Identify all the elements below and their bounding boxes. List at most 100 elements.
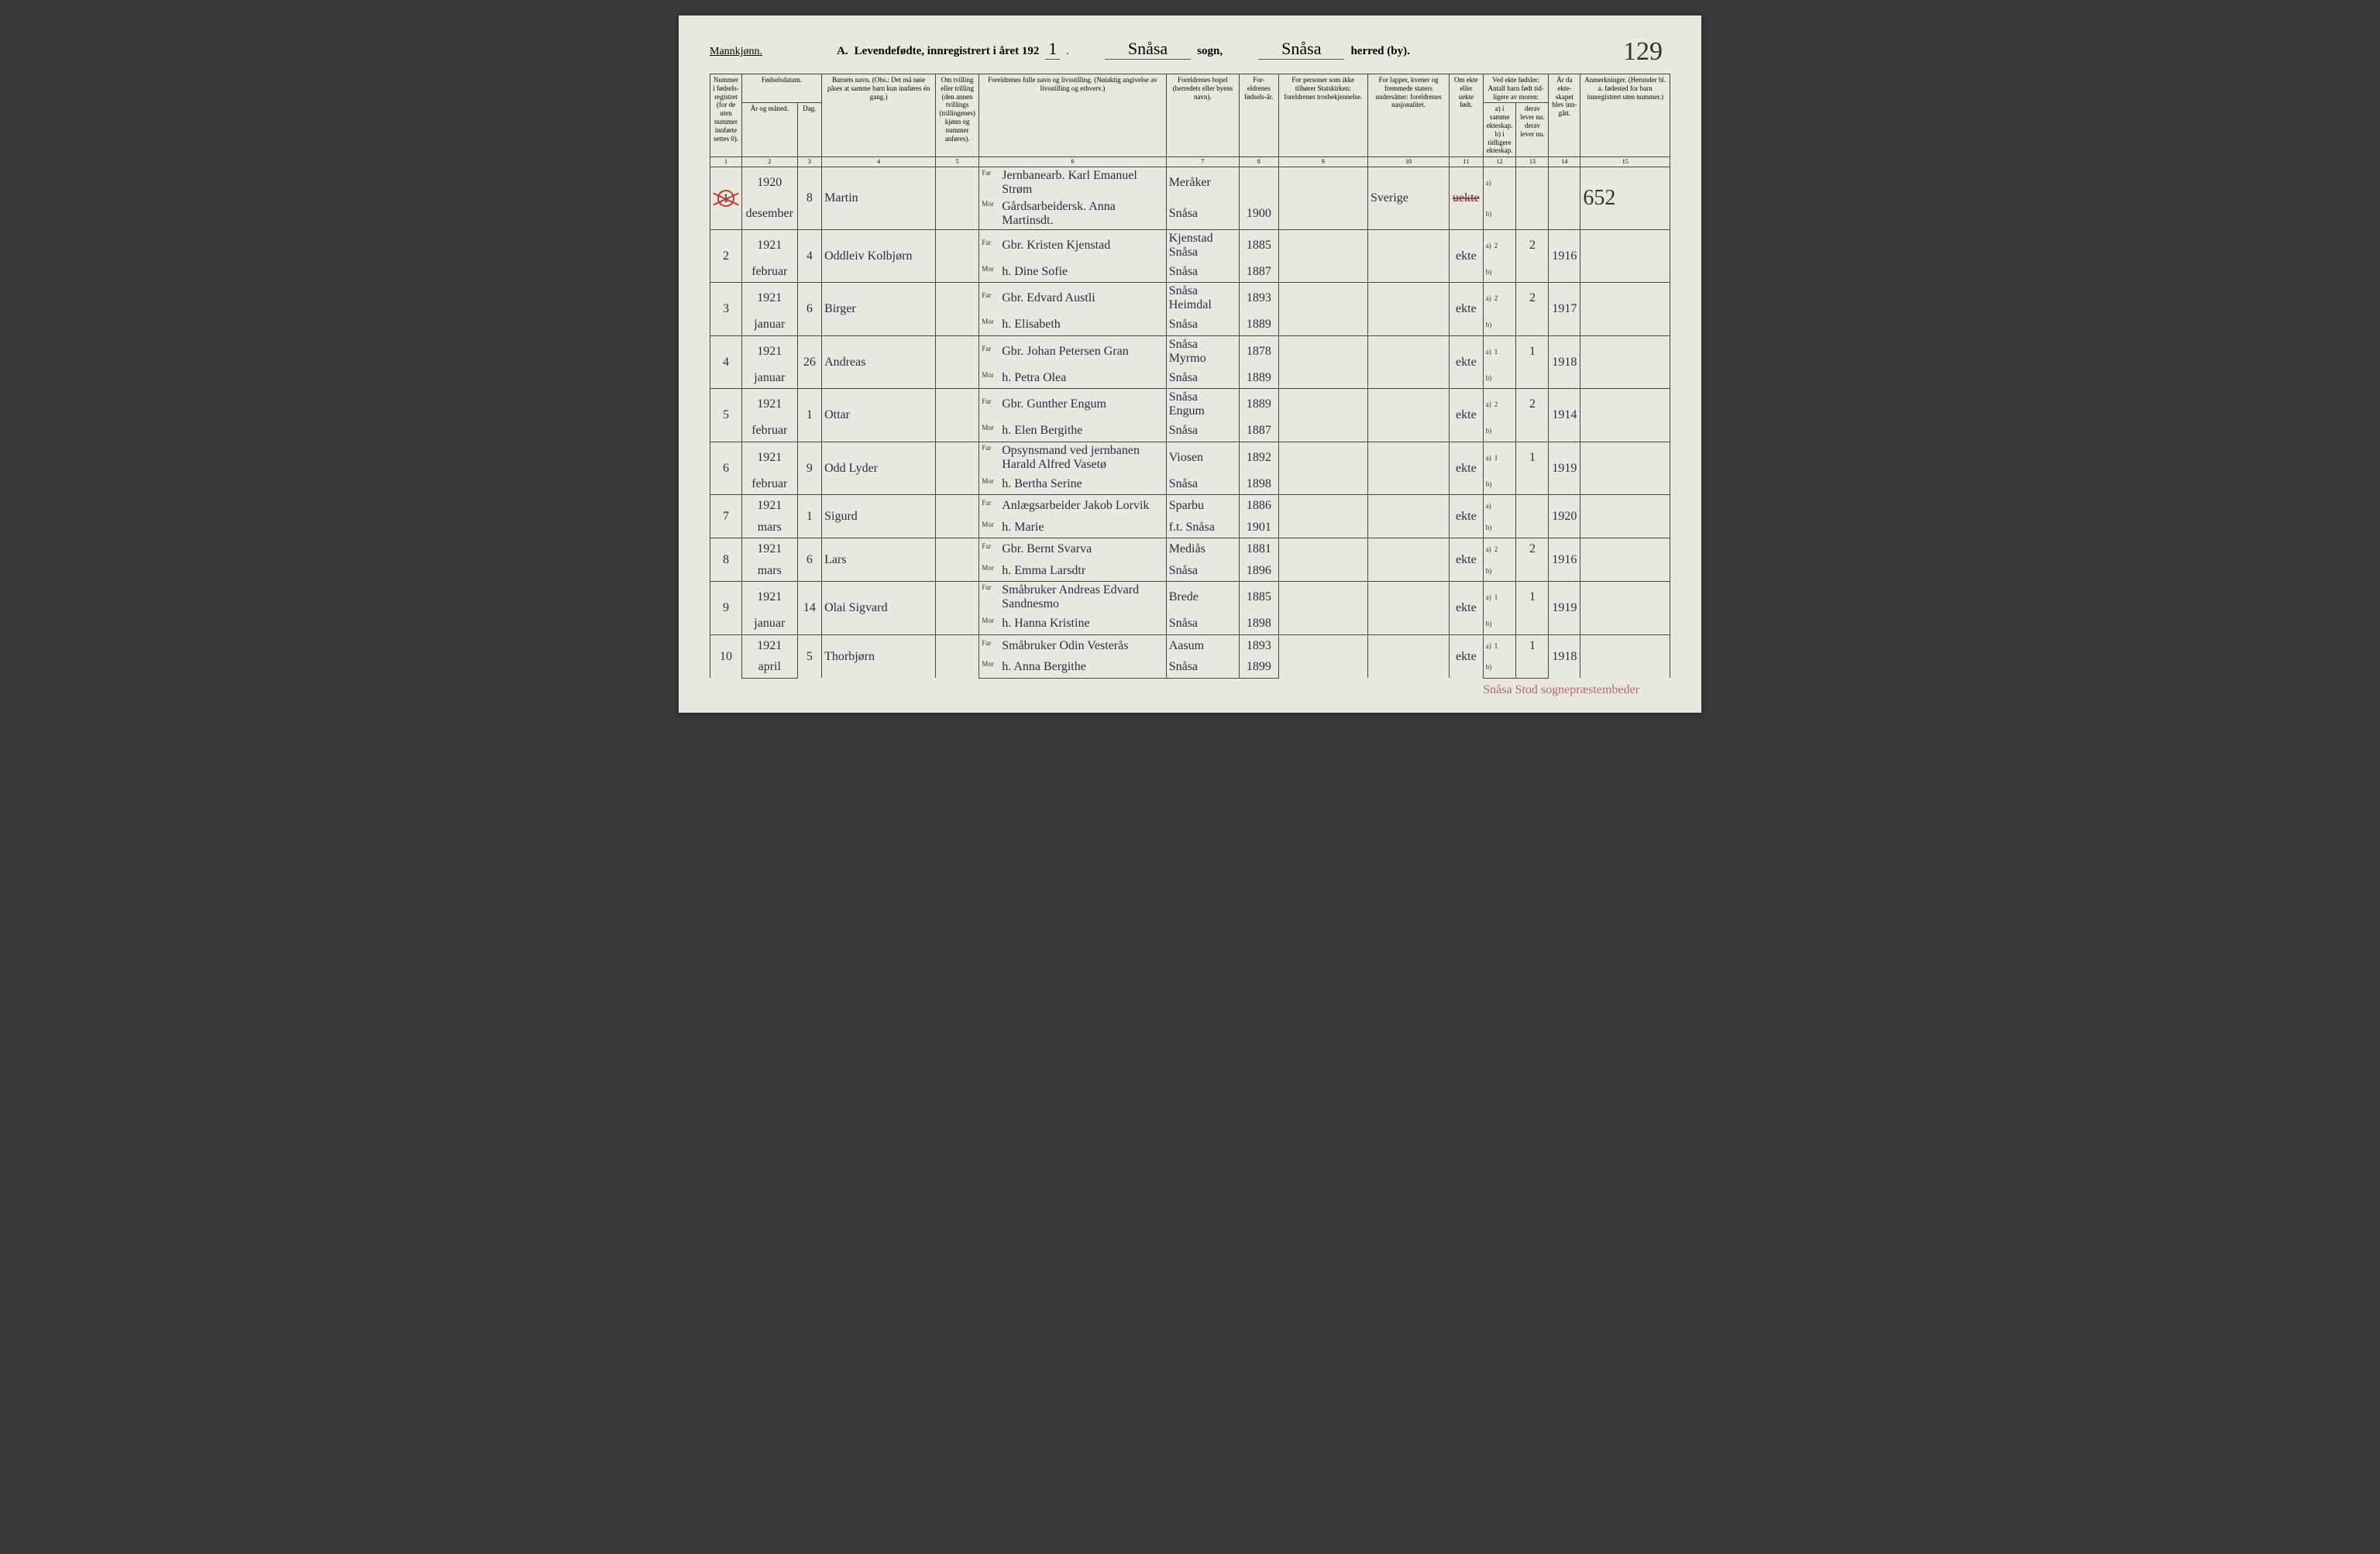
birth-year: 1921: [741, 283, 797, 315]
table-row: 8 1921 6 Lars FarGbr. Bernt Svarva Mediå…: [710, 538, 1670, 560]
mother-place: f.t. Snåsa: [1166, 517, 1239, 538]
twin-cell: [936, 442, 979, 495]
footer-signature: Snåsa Stod sognepræstembeder: [710, 683, 1670, 697]
c13b-cell: [1516, 560, 1549, 582]
c14-cell: 1917: [1549, 283, 1580, 336]
table-row: 6 1921 9 Odd Lyder FarOpsynsmand ved jer…: [710, 442, 1670, 473]
col-4-header: Barnets navn. (Obs.: Det må nøie påses a…: [822, 74, 936, 157]
mother-cell: Morh. Hanna Kristine: [979, 613, 1166, 634]
notes-cell: [1580, 335, 1670, 389]
father-year: 1892: [1240, 442, 1278, 473]
notes-cell: [1580, 442, 1670, 495]
row-number: 9: [710, 582, 742, 635]
c13-cell: [1516, 495, 1549, 517]
c12b-cell: b): [1483, 517, 1516, 538]
row-number: 5: [710, 389, 742, 442]
ekte-cell: uekte: [1450, 167, 1484, 229]
c12a-cell: a)1: [1483, 442, 1516, 473]
ekte-cell: ekte: [1450, 582, 1484, 635]
col-12a-header: a) i samme ekteskap. b) i tidligere ekte…: [1483, 103, 1516, 157]
notes-cell: [1580, 229, 1670, 283]
ledger-page: 129 Mannkjønn. A. Levendefødte, innregis…: [679, 15, 1701, 713]
c12a-cell: a)2: [1483, 389, 1516, 421]
col-15-header: Anmerkninger. (Herunder bl. a. fødested …: [1580, 74, 1670, 157]
c13b-cell: [1516, 314, 1549, 335]
father-year: 1885: [1240, 582, 1278, 614]
col-12-top: Ved ekte fødsler: Antall barn født tid-l…: [1483, 74, 1549, 103]
c14-cell: 1919: [1549, 582, 1580, 635]
father-cell: FarOpsynsmand ved jernbanen Harald Alfre…: [979, 442, 1166, 473]
father-cell: FarGbr. Johan Petersen Gran: [979, 335, 1166, 367]
c14-cell: 1918: [1549, 634, 1580, 678]
twin-cell: [936, 538, 979, 582]
mother-year: 1900: [1240, 198, 1278, 230]
ledger-table: Nummer i fødsels-registret (for de uten …: [710, 74, 1670, 679]
birth-day: 1: [797, 389, 821, 442]
notes-cell: [1580, 495, 1670, 538]
c12a-cell: a)1: [1483, 335, 1516, 367]
nationality-cell: [1368, 495, 1450, 538]
birth-year: 1921: [741, 229, 797, 261]
colnum: 1: [710, 157, 742, 167]
religion-cell: [1278, 335, 1367, 389]
birth-day: 26: [797, 335, 821, 389]
father-year: 1886: [1240, 495, 1278, 517]
child-name: Odd Lyder: [822, 442, 936, 495]
religion-cell: [1278, 495, 1367, 538]
twin-cell: [936, 389, 979, 442]
table-row: 10 1921 5 Thorbjørn FarSmåbruker Odin Ve…: [710, 634, 1670, 656]
row-number: 7: [710, 495, 742, 538]
col-8-header: For-eldrenes fødsels-år.: [1240, 74, 1278, 157]
birth-month: april: [741, 656, 797, 678]
notes-cell: 652: [1580, 167, 1670, 229]
birth-month: februar: [741, 261, 797, 283]
colnum: 10: [1368, 157, 1450, 167]
father-cell: FarSmåbruker Odin Vesterås: [979, 634, 1166, 656]
col-7-header: Foreldrenes bopel (herredets eller byens…: [1166, 74, 1239, 157]
ekte-cell: ekte: [1450, 538, 1484, 582]
table-row: 5 1921 1 Ottar FarGbr. Gunther Engum Snå…: [710, 389, 1670, 421]
birth-year: 1921: [741, 335, 797, 367]
mother-cell: Morh. Bertha Serine: [979, 473, 1166, 495]
father-place: Viosen: [1166, 442, 1239, 473]
nationality-cell: [1368, 634, 1450, 678]
col-11-header: Om ekte eller uekte født.: [1450, 74, 1484, 157]
notes-cell: [1580, 634, 1670, 678]
religion-cell: [1278, 167, 1367, 229]
mother-cell: Morh. Elen Bergithe: [979, 420, 1166, 442]
row-number: 8: [710, 538, 742, 582]
c13-cell: 1: [1516, 335, 1549, 367]
table-row: 4 1921 26 Andreas FarGbr. Johan Petersen…: [710, 335, 1670, 367]
colnum: 14: [1549, 157, 1580, 167]
c12b-cell: b): [1483, 261, 1516, 283]
c13a-label: derav lever nu.: [1520, 105, 1545, 121]
mother-place: Snåsa: [1166, 367, 1239, 389]
colnum: 7: [1166, 157, 1239, 167]
c13b-cell: [1516, 613, 1549, 634]
c13b-cell: [1516, 367, 1549, 389]
twin-cell: [936, 634, 979, 678]
c13b-cell: [1516, 473, 1549, 495]
birth-month: februar: [741, 473, 797, 495]
father-year: 1878: [1240, 335, 1278, 367]
nationality-cell: [1368, 229, 1450, 283]
mother-place: Snåsa: [1166, 613, 1239, 634]
colnum: 13: [1516, 157, 1549, 167]
twin-cell: [936, 167, 979, 229]
nationality-cell: [1368, 389, 1450, 442]
child-name: Birger: [822, 283, 936, 336]
col-9-header: For personer som ikke tilhører Statskirk…: [1278, 74, 1367, 157]
mother-year: 1887: [1240, 261, 1278, 283]
father-year: 1889: [1240, 389, 1278, 421]
col-13-header: derav lever nu. derav lever nu.: [1516, 103, 1549, 157]
c12a-cell: a)1: [1483, 634, 1516, 656]
table-body: 1 1920 8 Martin FarJernbanearb. Karl Ema…: [710, 167, 1670, 678]
birth-month: mars: [741, 560, 797, 582]
father-place: Snåsa Heimdal: [1166, 283, 1239, 315]
colnum: 5: [936, 157, 979, 167]
row-number: 3: [710, 283, 742, 336]
notes-cell: [1580, 389, 1670, 442]
birth-day: 6: [797, 538, 821, 582]
c12b-cell: b): [1483, 560, 1516, 582]
religion-cell: [1278, 229, 1367, 283]
